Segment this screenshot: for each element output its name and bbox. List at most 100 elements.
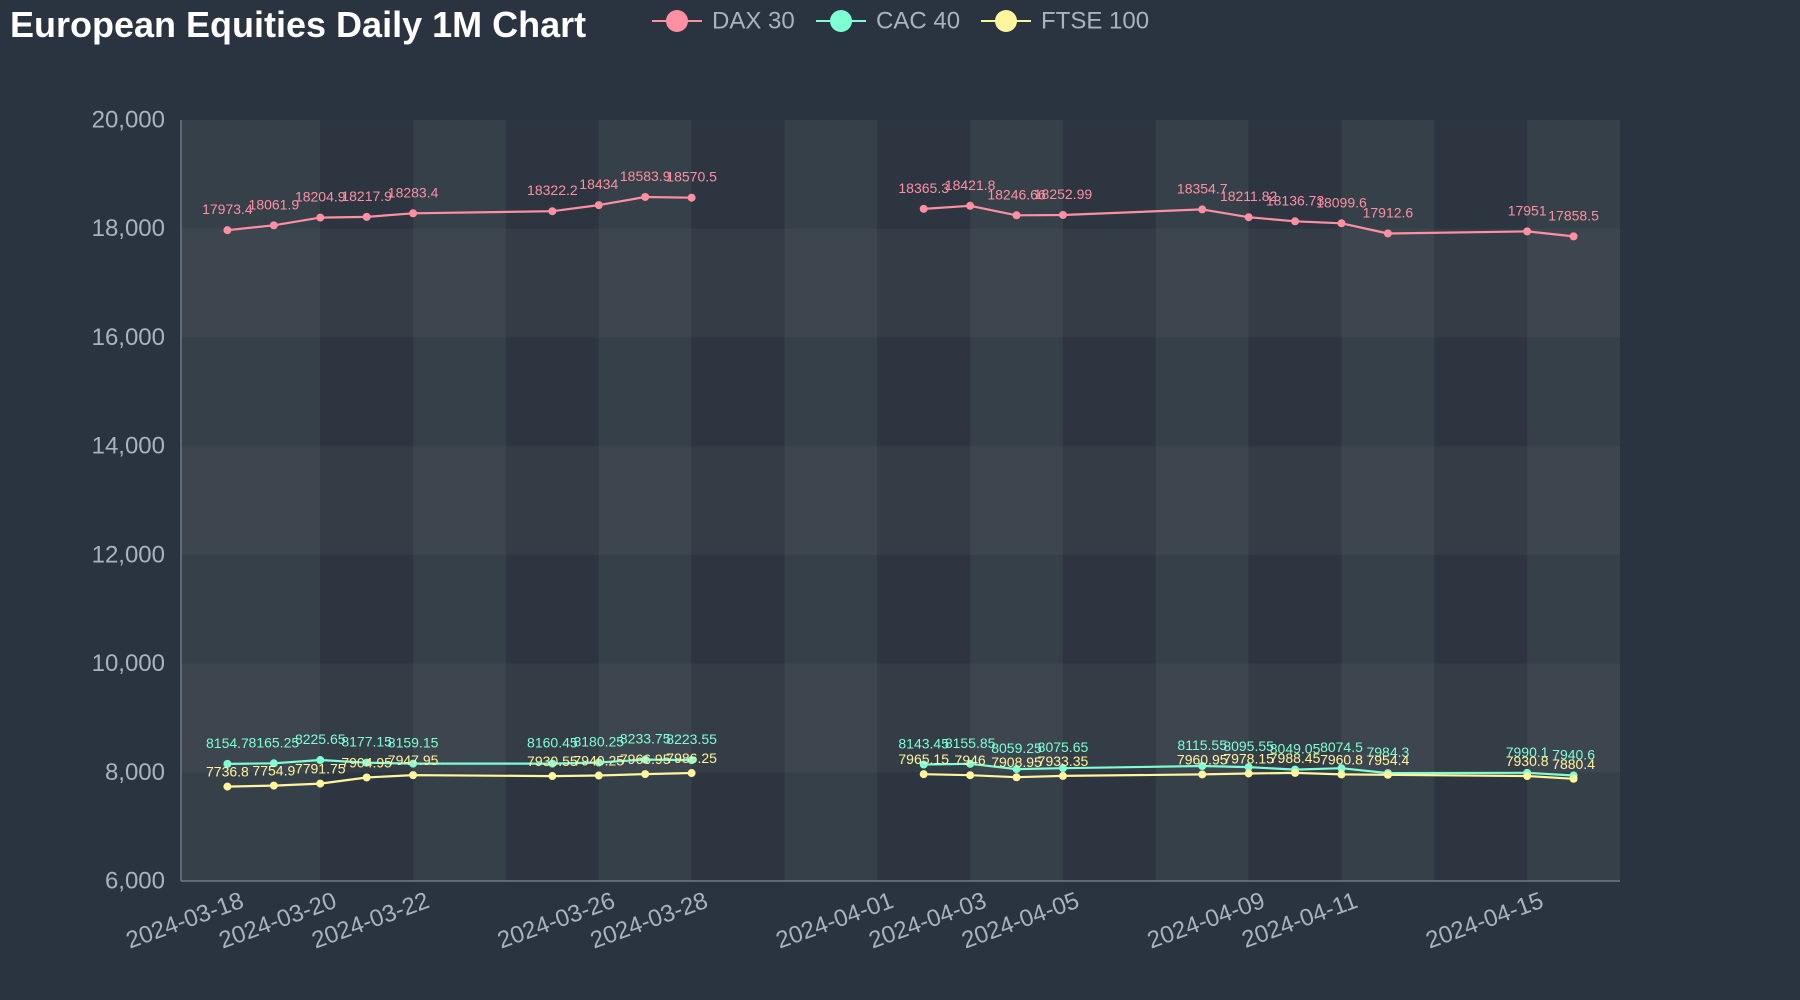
plot-band	[1434, 120, 1528, 881]
y-tick-label: 18,000	[92, 215, 165, 242]
data-label-cac-40: 8233.75	[620, 731, 671, 747]
data-point-ftse-100	[1383, 770, 1392, 779]
data-point-ftse-100	[641, 770, 650, 779]
data-label-ftse-100: 7736.8	[206, 764, 249, 780]
y-tick-label: 14,000	[92, 433, 165, 460]
data-label-dax-30: 18365.3	[898, 180, 949, 196]
data-point-cac-40	[409, 759, 418, 768]
data-label-cac-40: 8159.15	[388, 735, 439, 751]
data-label-ftse-100: 7988.45	[1270, 750, 1321, 766]
data-label-cac-40: 8074.5	[1320, 739, 1363, 755]
data-label-dax-30: 17973.4	[202, 201, 253, 217]
data-label-ftse-100: 7978.15	[1223, 750, 1274, 766]
data-point-cac-40	[1012, 765, 1021, 774]
data-point-cac-40	[687, 756, 696, 765]
plot-band	[181, 120, 321, 881]
data-point-cac-40	[1198, 762, 1207, 771]
legend-label-cac-40: CAC 40	[876, 8, 960, 35]
plot-band	[1341, 120, 1435, 881]
data-label-cac-40: 8223.55	[666, 731, 717, 747]
y-tick-label: 6,000	[105, 868, 165, 895]
data-point-dax-30	[362, 212, 371, 221]
data-label-dax-30: 18246.66	[987, 186, 1046, 202]
data-point-dax-30	[1244, 213, 1253, 222]
data-label-ftse-100: 7954.4	[1366, 752, 1409, 768]
data-label-ftse-100: 7754.9	[252, 763, 295, 779]
data-label-ftse-100: 7946	[955, 752, 986, 768]
data-point-ftse-100	[1569, 774, 1578, 783]
data-point-cac-40	[966, 759, 975, 768]
data-label-dax-30: 18583.9	[620, 168, 671, 184]
data-point-ftse-100	[687, 769, 696, 778]
data-point-dax-30	[1383, 229, 1392, 238]
data-label-dax-30: 18217.9	[341, 188, 392, 204]
data-label-cac-40: 8095.55	[1223, 738, 1274, 754]
data-point-cac-40	[316, 756, 325, 765]
plot-band	[691, 120, 785, 881]
legend-marker-dax-30	[666, 10, 688, 32]
plot-band	[877, 120, 971, 881]
plot-band	[1248, 120, 1342, 881]
data-point-ftse-100	[594, 771, 603, 780]
data-label-dax-30: 18570.5	[666, 169, 717, 185]
data-label-cac-40: 8059.25	[991, 740, 1042, 756]
data-label-dax-30: 18211.82	[1220, 188, 1278, 204]
data-label-cac-40: 8143.45	[898, 735, 949, 751]
data-point-ftse-100	[223, 782, 232, 791]
data-point-ftse-100	[269, 781, 278, 790]
data-point-ftse-100	[316, 779, 325, 788]
data-label-ftse-100: 7966.95	[620, 751, 671, 767]
data-label-ftse-100: 7930.55	[527, 753, 578, 769]
data-point-ftse-100	[966, 771, 975, 780]
data-label-ftse-100: 7965.15	[898, 751, 949, 767]
chart-title: European Equities Daily 1M Chart	[10, 4, 587, 45]
data-point-dax-30	[409, 209, 418, 218]
data-point-dax-30	[1337, 219, 1346, 228]
data-point-dax-30	[1198, 205, 1207, 214]
plot-stripe	[181, 229, 1620, 338]
data-point-ftse-100	[919, 770, 928, 779]
data-label-dax-30: 17912.6	[1363, 204, 1414, 220]
data-label-ftse-100: 7986.25	[666, 750, 717, 766]
data-label-dax-30: 18136.73	[1266, 192, 1325, 208]
data-label-dax-30: 18252.99	[1034, 186, 1093, 202]
data-label-cac-40: 8160.45	[527, 735, 578, 751]
data-label-ftse-100: 7908.95	[991, 754, 1042, 770]
data-label-ftse-100: 7960.8	[1320, 751, 1363, 767]
data-label-cac-40: 7990.1	[1506, 744, 1549, 760]
legend-label-ftse-100: FTSE 100	[1041, 8, 1149, 35]
data-point-cac-40	[269, 759, 278, 768]
data-label-ftse-100: 7940.25	[573, 753, 624, 769]
plot-band	[784, 120, 878, 881]
plot-band	[598, 120, 692, 881]
plot-band	[970, 120, 1063, 881]
data-point-dax-30	[1523, 227, 1532, 236]
data-point-cac-40	[223, 759, 232, 768]
data-point-ftse-100	[1291, 768, 1300, 777]
data-point-cac-40	[362, 758, 371, 767]
data-label-dax-30: 18322.2	[527, 182, 578, 198]
data-label-dax-30: 18061.9	[249, 196, 300, 212]
data-label-cac-40: 8115.55	[1177, 737, 1227, 753]
data-label-cac-40: 7984.3	[1366, 744, 1409, 760]
plot-stripe	[181, 446, 1620, 555]
data-point-ftse-100	[362, 773, 371, 782]
y-tick-label: 8,000	[105, 759, 165, 786]
plot-band	[1155, 120, 1249, 881]
data-label-cac-40: 8165.25	[249, 734, 300, 750]
data-label-dax-30: 17858.5	[1548, 207, 1599, 223]
data-point-ftse-100	[1058, 771, 1067, 780]
data-label-cac-40: 8049.05	[1270, 741, 1321, 757]
data-point-ftse-100	[1337, 770, 1346, 779]
data-point-dax-30	[548, 207, 557, 216]
legend-label-dax-30: DAX 30	[712, 8, 795, 35]
data-label-cac-40: 8075.65	[1038, 739, 1089, 755]
data-point-dax-30	[687, 193, 696, 202]
data-label-cac-40: 8155.85	[945, 735, 996, 751]
plot-band	[1062, 120, 1156, 881]
data-point-dax-30	[269, 221, 278, 230]
x-tick-label: 2024-04-15	[1422, 887, 1547, 954]
data-label-dax-30: 18099.6	[1316, 194, 1367, 210]
data-point-ftse-100	[1012, 773, 1021, 782]
